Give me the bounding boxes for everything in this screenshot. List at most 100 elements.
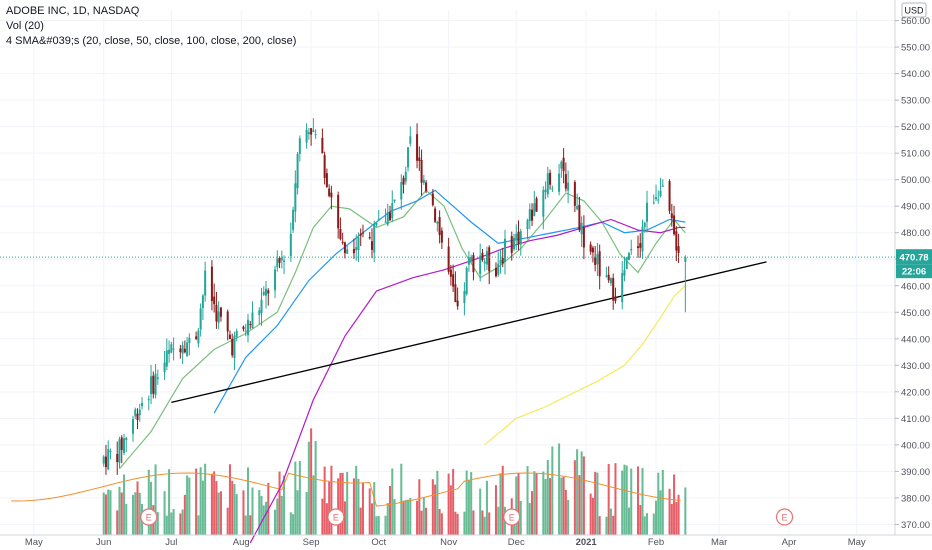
candle-body <box>510 236 513 253</box>
volume-bar <box>630 468 633 535</box>
volume-bar <box>594 471 597 535</box>
candle-body <box>213 296 216 305</box>
candle-body <box>156 377 159 379</box>
candle-body <box>580 222 583 235</box>
volume-bar <box>393 499 396 535</box>
currency-label: USD <box>904 6 924 16</box>
candle-body <box>402 177 405 185</box>
volume-bar <box>122 474 126 535</box>
candle-body <box>447 246 450 272</box>
volume-bar <box>535 473 538 535</box>
candle-body <box>131 419 135 434</box>
time-tick-label: Aug <box>233 537 250 548</box>
time-axis[interactable]: May Jun Jul Aug Sep Oct Nov Dec 2021 Feb Mar Apr May <box>0 534 932 548</box>
symbol-title[interactable]: ADOBE INC, 1D, NASDAQ <box>6 5 140 17</box>
volume-bar <box>544 478 547 535</box>
candle-body <box>307 132 310 135</box>
candle-body <box>499 259 502 264</box>
candle-body <box>276 258 279 268</box>
candle-body <box>258 310 261 315</box>
candle-body <box>235 330 238 337</box>
candle-body <box>375 222 378 225</box>
sma-indicator-label[interactable]: 4 SMA&#039;s (20, close, 50, close, 100,… <box>6 35 297 47</box>
candle-body <box>352 248 355 254</box>
candle-body <box>627 253 630 260</box>
candle-body <box>359 233 362 236</box>
volume-bar <box>668 488 671 535</box>
volume-ma-line <box>11 472 681 507</box>
volume-bar <box>675 502 678 535</box>
candle-body <box>641 226 644 252</box>
candle-body <box>564 174 567 189</box>
volume-bar <box>614 463 617 535</box>
volume-bar <box>186 475 189 535</box>
volume-bar <box>357 479 360 535</box>
candle-body <box>109 450 112 452</box>
volume-bar <box>388 485 392 535</box>
candle-body <box>404 171 407 182</box>
volume-bar <box>199 467 202 535</box>
candle-body <box>609 278 612 284</box>
candle-body <box>684 257 687 262</box>
trendline[interactable] <box>171 261 767 404</box>
candle-body <box>470 256 473 262</box>
earnings-marker <box>775 508 794 526</box>
volume-bar <box>125 503 128 535</box>
last-price-tag <box>896 249 932 265</box>
candle-body <box>589 244 592 252</box>
volume-bar <box>298 460 301 535</box>
candle-body <box>147 399 150 401</box>
volume-bar <box>416 500 419 535</box>
candle-body <box>512 237 516 250</box>
candle-body <box>280 257 283 261</box>
volume-bar <box>582 456 585 535</box>
volume-bar <box>197 515 200 535</box>
volume-bar <box>684 487 687 535</box>
candle-body <box>330 192 333 198</box>
candle-body <box>636 246 640 248</box>
volume-bar <box>156 512 159 535</box>
candle-body <box>546 173 549 195</box>
volume-bar <box>276 498 279 535</box>
volume-indicator-label[interactable]: Vol (20) <box>6 20 44 32</box>
candle-body <box>673 215 676 235</box>
candle-body <box>310 128 313 135</box>
candle-body <box>267 290 270 294</box>
candle-body <box>454 284 457 303</box>
volume-bar <box>181 509 184 535</box>
candle-body <box>262 291 265 296</box>
volume-bar <box>134 492 137 535</box>
volume-bar <box>328 481 331 535</box>
volume-bar <box>120 492 123 535</box>
currency-box <box>901 2 927 18</box>
candle-body <box>434 208 437 222</box>
grid <box>0 10 895 535</box>
candle-body <box>183 348 186 353</box>
volume-bar <box>467 479 470 535</box>
time-tick-label: Oct <box>371 537 386 548</box>
candle-body <box>368 237 371 239</box>
candle-body <box>170 344 173 353</box>
volume-bar <box>204 463 207 535</box>
volume-bar <box>449 485 452 535</box>
volume-bar <box>623 464 626 535</box>
volume-bar <box>481 510 484 535</box>
candle-body <box>483 261 486 264</box>
candle-body <box>278 257 281 263</box>
volume-ma-path <box>11 472 681 507</box>
candle-body <box>449 269 452 277</box>
candle-body <box>494 267 497 277</box>
volume-bar <box>262 505 265 535</box>
candle-body <box>668 181 671 211</box>
volume-bar <box>343 501 346 535</box>
volume-bar <box>607 464 610 535</box>
candle-body <box>465 267 468 295</box>
volume-bar <box>352 478 355 535</box>
volume-bar <box>260 495 263 535</box>
price-tick-label: 490.00 <box>901 202 930 213</box>
candle-body <box>141 402 144 407</box>
candle-body <box>165 350 168 367</box>
